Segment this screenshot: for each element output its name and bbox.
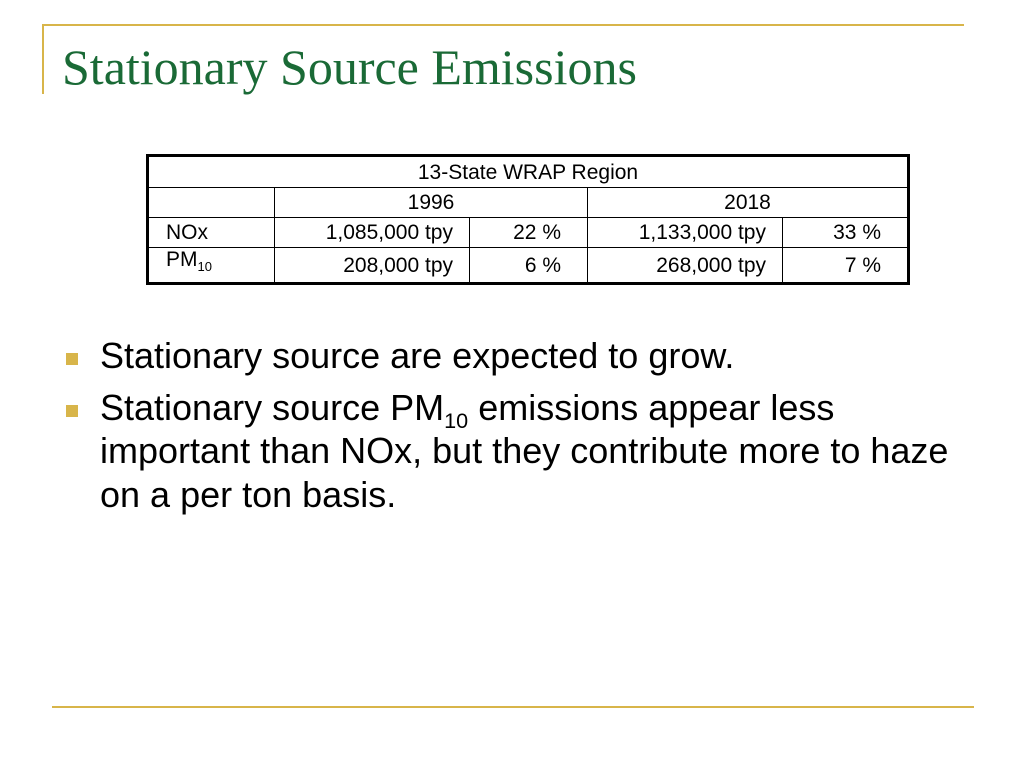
year-header-1996: 1996 bbox=[274, 187, 588, 218]
bullet-text-before: Stationary source PM bbox=[100, 387, 445, 429]
year-header-2018: 2018 bbox=[587, 187, 909, 218]
bullet-list: Stationary source are expected to grow. … bbox=[62, 334, 992, 525]
frame-top-rule bbox=[42, 24, 964, 26]
bullet-subscript: 10 bbox=[444, 408, 469, 434]
square-bullet-icon bbox=[66, 405, 78, 418]
tpy-1996-cell: 1,085,000 tpy bbox=[274, 217, 470, 248]
frame-bottom-rule bbox=[52, 706, 974, 708]
bullet-text: Stationary source are expected to grow. bbox=[100, 335, 735, 376]
table-header-row: 13-State WRAP Region bbox=[147, 155, 909, 188]
bullet-item: Stationary source are expected to grow. bbox=[62, 334, 992, 377]
bullet-text-after: emissions appear less important than NOx… bbox=[100, 387, 949, 515]
pollutant-label: NOx bbox=[147, 217, 275, 248]
tpy-1996-cell: 208,000 tpy bbox=[274, 247, 470, 284]
year-header-row: 1996 2018 bbox=[147, 187, 909, 218]
region-header: 13-State WRAP Region bbox=[147, 155, 909, 188]
pct-2018-cell: 7 % bbox=[782, 247, 909, 284]
slide-title: Stationary Source Emissions bbox=[62, 39, 637, 95]
table-row: PM10 208,000 tpy 6 % 268,000 tpy 7 % bbox=[147, 247, 909, 284]
bullet-item: Stationary source PM10 emissions appear … bbox=[62, 386, 992, 516]
pollutant-label: PM10 bbox=[147, 247, 275, 284]
emissions-table: 13-State WRAP Region 1996 2018 NOx 1,085… bbox=[146, 154, 910, 285]
square-bullet-icon bbox=[66, 353, 78, 365]
pct-2018-cell: 33 % bbox=[782, 217, 909, 248]
table-row: NOx 1,085,000 tpy 22 % 1,133,000 tpy 33 … bbox=[147, 217, 909, 248]
tpy-2018-cell: 268,000 tpy bbox=[587, 247, 783, 284]
tpy-2018-cell: 1,133,000 tpy bbox=[587, 217, 783, 248]
empty-corner-cell bbox=[147, 187, 275, 218]
pollutant-subscript: 10 bbox=[197, 259, 212, 275]
pct-1996-cell: 6 % bbox=[469, 247, 588, 284]
frame-left-rule bbox=[42, 24, 44, 94]
pollutant-name: NOx bbox=[166, 221, 208, 244]
pollutant-name: PM bbox=[166, 248, 198, 271]
pct-1996-cell: 22 % bbox=[469, 217, 588, 248]
